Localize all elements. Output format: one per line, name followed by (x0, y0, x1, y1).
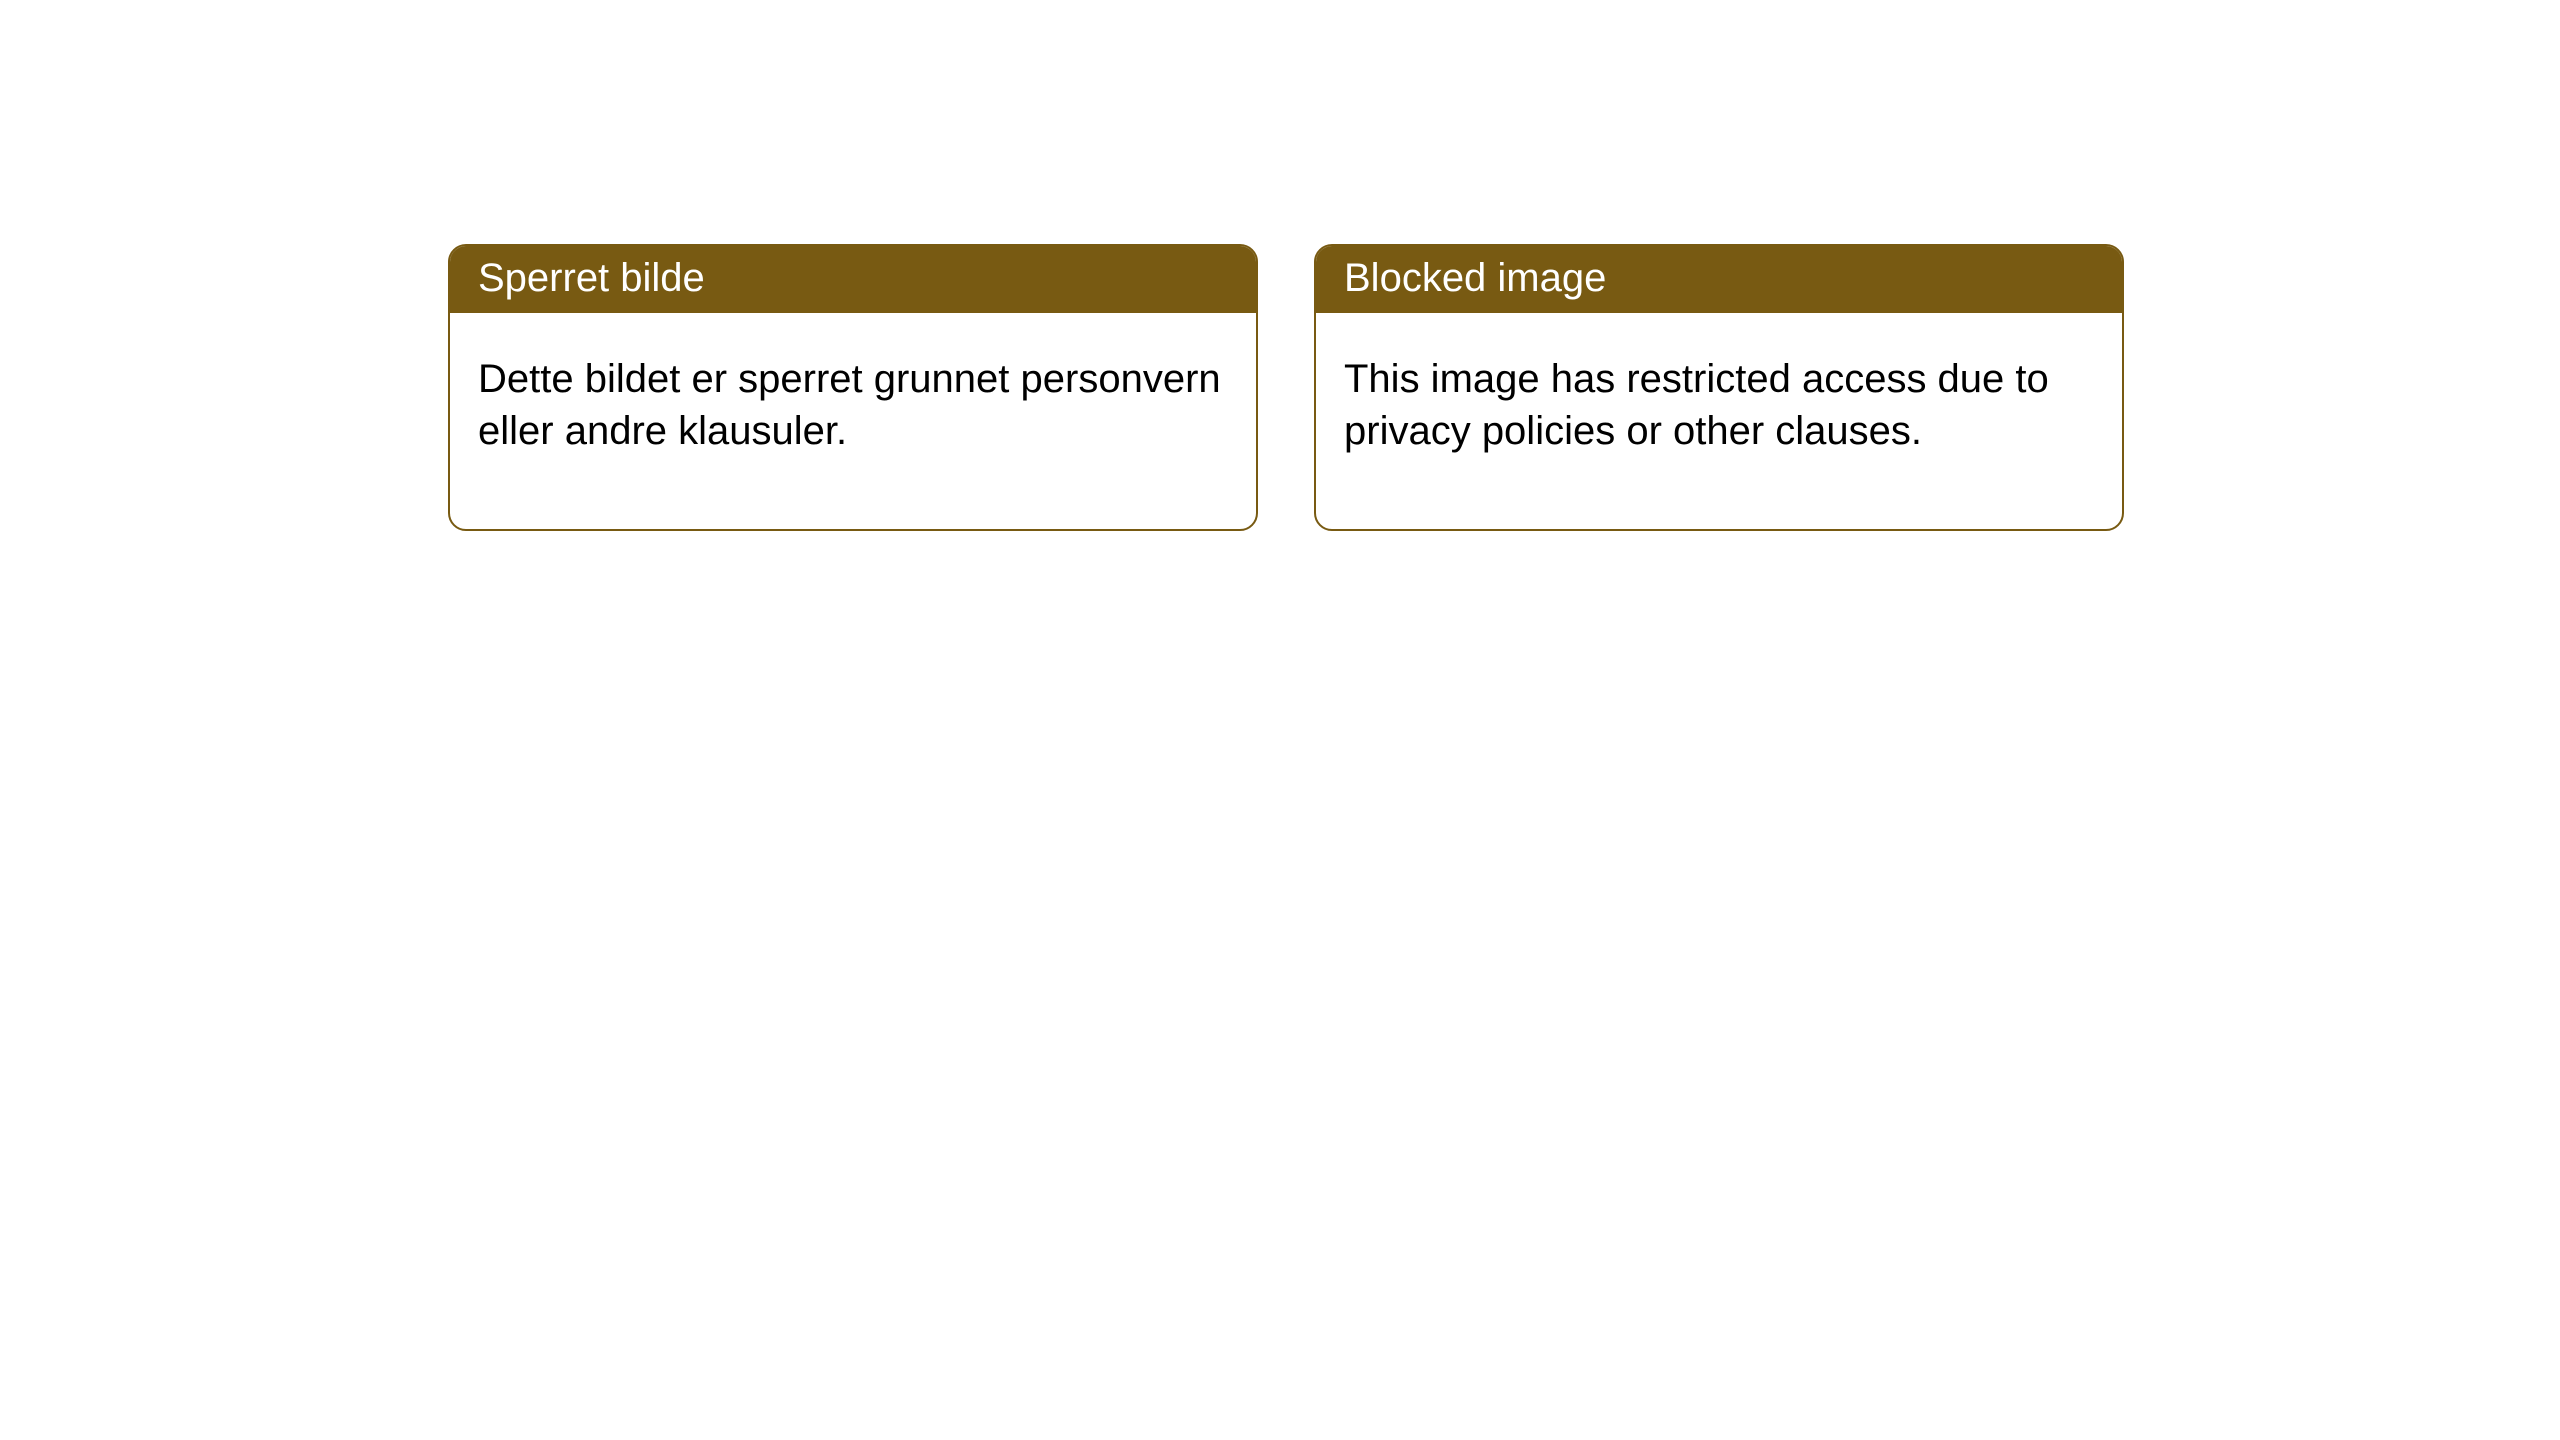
notice-card-no: Sperret bilde Dette bildet er sperret gr… (448, 244, 1258, 531)
notice-card-en: Blocked image This image has restricted … (1314, 244, 2124, 531)
notice-container: Sperret bilde Dette bildet er sperret gr… (0, 0, 2560, 531)
notice-header-no: Sperret bilde (450, 246, 1256, 313)
notice-header-en: Blocked image (1316, 246, 2122, 313)
notice-body-en: This image has restricted access due to … (1316, 313, 2122, 529)
notice-body-no: Dette bildet er sperret grunnet personve… (450, 313, 1256, 529)
